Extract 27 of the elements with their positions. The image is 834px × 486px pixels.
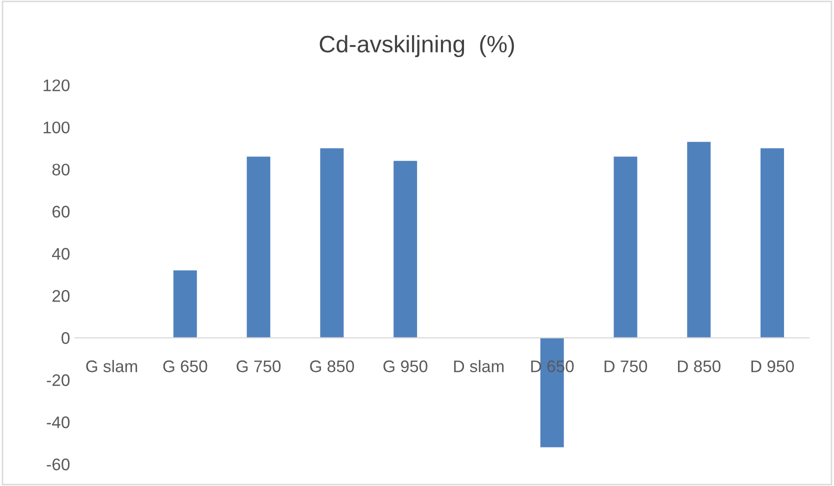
y-tick-label: 80 [52,164,70,176]
x-tick-label: D 950 [751,360,794,372]
x-tick-label: D 750 [604,360,648,372]
bar [687,142,711,338]
bar [394,160,418,338]
x-tick-label: G 850 [310,360,354,372]
chart-title: Cd-avskiljning (%) [320,35,514,58]
bar [173,270,197,338]
y-tick-label: 40 [52,248,70,260]
x-tick-label: D 850 [678,360,720,372]
y-tick-label: 20 [52,290,70,302]
y-tick-label: -40 [46,416,70,428]
y-tick-label: 100 [44,122,70,134]
bar [320,148,344,338]
y-tick-label: 60 [52,206,70,218]
y-tick-label: 0 [62,332,70,344]
x-tick-label: G slam [86,360,138,372]
y-tick-label: -20 [46,374,70,386]
bar [614,156,638,338]
x-tick-label: G 650 [163,360,208,372]
y-tick-label: -60 [46,458,70,470]
x-tick-label: D slam [454,360,504,372]
bar [760,148,784,338]
x-tick-label: G 750 [236,360,281,372]
y-tick-label: 120 [44,79,70,92]
x-tick-label: G 950 [383,360,428,372]
bar [246,156,270,338]
